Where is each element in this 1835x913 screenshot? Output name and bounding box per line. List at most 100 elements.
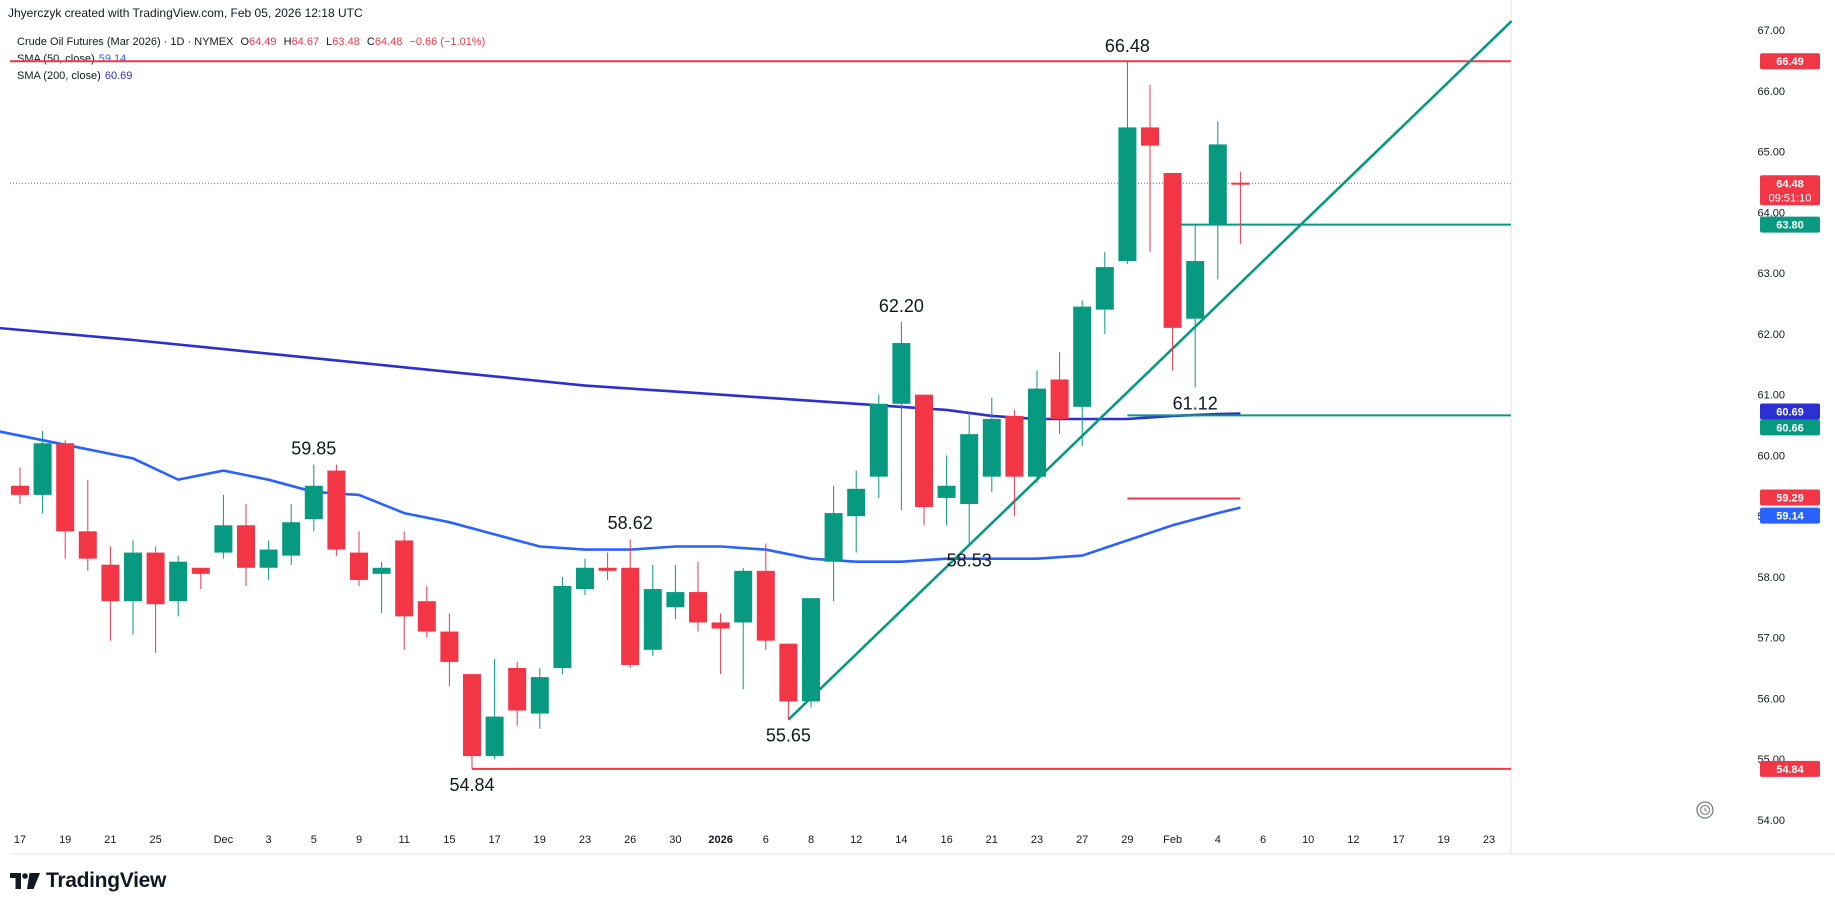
candle-body: [395, 540, 414, 617]
candle: [689, 561, 707, 632]
ohlc-close: C64.48: [366, 36, 403, 48]
candle: [146, 546, 165, 653]
price-annotation: 54.84: [449, 775, 494, 795]
price-label-text: 60.69: [1776, 406, 1804, 418]
candle: [237, 504, 255, 586]
price-label: 59.14: [1760, 507, 1820, 524]
candle-body: [576, 567, 594, 590]
candle: [282, 504, 301, 565]
candle: [847, 470, 866, 553]
candle: [756, 543, 775, 650]
candle-body: [191, 567, 210, 574]
symbol-row[interactable]: Crude Oil Futures (Mar 2026) · 1D · NYME…: [17, 34, 485, 51]
clock-icon[interactable]: [1696, 801, 1714, 819]
candle: [327, 464, 346, 556]
x-tick-label: 6: [1260, 834, 1266, 846]
y-tick-label: 61.00: [1757, 390, 1785, 402]
candle: [214, 494, 233, 559]
candle-body: [508, 668, 527, 711]
x-tick-label: 25: [149, 834, 161, 846]
symbol-name: Crude Oil Futures (Mar 2026) · 1D · NYME…: [17, 36, 234, 48]
price-annotation: 66.48: [1105, 36, 1150, 56]
candle-body: [847, 488, 866, 517]
candle: [982, 397, 1001, 492]
candle-body: [124, 552, 142, 602]
y-tick-label: 56.00: [1757, 693, 1785, 705]
candle-body: [1050, 379, 1069, 419]
candle: [530, 668, 549, 729]
x-tick-label: Dec: [214, 834, 234, 846]
tradingview-brand: TradingView: [46, 869, 167, 892]
y-tick-label: 67.00: [1757, 25, 1785, 37]
x-tick-label: 17: [14, 834, 26, 846]
candle-body: [11, 485, 29, 495]
y-tick-label: 58.00: [1757, 572, 1785, 584]
y-tick-label: 54.00: [1757, 815, 1785, 827]
candle: [11, 467, 29, 504]
sma200-legend-row[interactable]: SMA (200, close) 60.69: [17, 68, 485, 85]
candle: [553, 576, 572, 675]
candle-body: [1208, 144, 1227, 225]
x-tick-label: 30: [669, 834, 681, 846]
ohlc-open: O64.49: [240, 36, 277, 48]
candle: [824, 485, 843, 602]
candle: [869, 394, 888, 498]
candle-body: [463, 674, 481, 757]
candle-body: [1141, 127, 1159, 146]
x-tick-label: 11: [398, 834, 409, 846]
attribution-header: Jhyerczyk created with TradingView.com, …: [8, 6, 363, 20]
candle-body: [33, 443, 52, 495]
candle-body: [553, 586, 572, 668]
price-label-bg: [1760, 419, 1820, 436]
y-tick-label: 63.00: [1757, 268, 1785, 280]
candle: [259, 540, 278, 580]
price-label-bg: [1760, 216, 1820, 233]
x-tick-label: 23: [1031, 834, 1043, 846]
x-tick-label: 23: [1483, 834, 1495, 846]
sma-line-1: [0, 326, 1241, 421]
price-label: 59.29: [1760, 489, 1820, 506]
candle-body: [146, 552, 165, 605]
price-annotation: 61.12: [1173, 393, 1218, 413]
candle: [463, 674, 481, 769]
tradingview-logo[interactable]: TradingView: [10, 869, 166, 893]
x-tick-label: 4: [1215, 834, 1221, 846]
candle: [191, 567, 210, 590]
candle-body: [869, 403, 888, 477]
candle-body: [417, 601, 436, 632]
candle: [124, 540, 142, 635]
price-label-bg: [1760, 489, 1820, 506]
x-tick-label: 6: [763, 834, 769, 846]
candle: [598, 552, 617, 580]
x-tick-label: 19: [59, 834, 71, 846]
candle: [621, 539, 640, 668]
candle-body: [960, 434, 979, 504]
candle-body: [440, 631, 459, 662]
candle: [576, 558, 594, 596]
x-tick-label: 2026: [708, 834, 732, 846]
candle: [395, 531, 414, 650]
x-tick-label: 5: [311, 834, 317, 846]
candle-body: [802, 598, 820, 702]
candle-body: [485, 716, 504, 757]
candle-body: [1163, 172, 1182, 328]
x-tick-label: Feb: [1163, 834, 1182, 846]
candle: [1073, 300, 1092, 447]
candle-body: [1231, 182, 1250, 185]
price-label: 60.66: [1760, 419, 1820, 436]
candle-body: [1118, 127, 1137, 262]
candle-body: [282, 522, 301, 556]
candle-body: [214, 525, 233, 553]
price-label-text: 59.29: [1776, 493, 1804, 505]
price-label-text: 54.84: [1776, 764, 1804, 776]
x-tick-label: 14: [895, 834, 907, 846]
x-tick-label: 19: [534, 834, 546, 846]
x-tick-label: 12: [850, 834, 862, 846]
candle-body: [372, 567, 391, 574]
price-label-text: 60.66: [1776, 422, 1804, 434]
candle-body: [915, 394, 933, 508]
candle: [779, 643, 798, 720]
candle: [1186, 224, 1205, 388]
candle-body: [779, 643, 798, 702]
